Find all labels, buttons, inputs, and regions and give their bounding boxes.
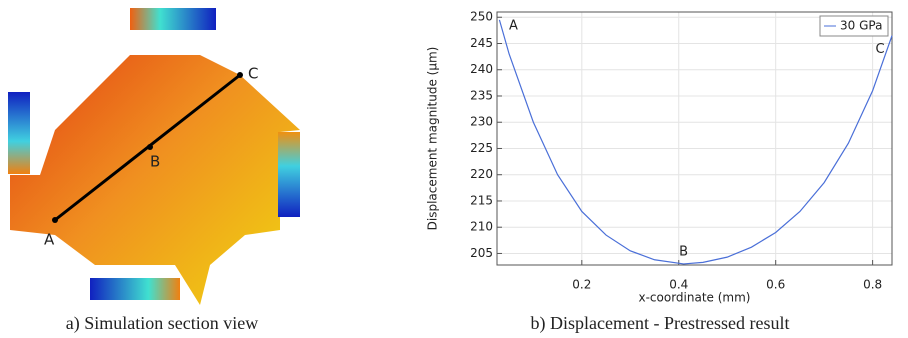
arm: [8, 92, 30, 174]
y-axis-label: Displacement magnitude (µm): [426, 47, 440, 231]
x-tick-label: 0.6: [766, 278, 785, 292]
y-tick-label: 215: [470, 193, 493, 207]
point-label: A: [44, 231, 55, 249]
y-tick-label: 250: [470, 10, 493, 24]
point-label: B: [150, 153, 160, 171]
point: [52, 217, 58, 223]
simulation-view: A B C: [8, 8, 300, 305]
x-tick-label: 0.2: [572, 278, 591, 292]
legend-label: 30 GPa: [840, 19, 882, 33]
arm: [90, 278, 180, 300]
y-tick-label: 225: [470, 141, 493, 155]
page: A B C a) Simulation section view b) Disp…: [0, 0, 908, 338]
caption: a) Simulation section view: [66, 313, 258, 334]
chart: 205 210 215 220 225 230 235 240 245 250 0.2 0.4 0.6 0…: [426, 10, 893, 305]
x-tick-label: 0.8: [863, 278, 882, 292]
x-axis-label: x-coordinate (mm): [639, 291, 751, 305]
point-label: C: [248, 65, 258, 83]
arm: [278, 132, 300, 217]
annotation: B: [679, 244, 688, 259]
caption: b) Displacement - Prestressed result: [531, 313, 790, 334]
point: [147, 144, 153, 150]
arm: [130, 8, 216, 30]
y-tick-label: 230: [470, 115, 493, 129]
y-tick-label: 205: [470, 246, 493, 260]
y-tick-label: 210: [470, 220, 493, 234]
point: [237, 72, 243, 78]
y-tick-label: 245: [470, 36, 493, 50]
annotation: C: [875, 42, 884, 57]
x-tick-label: 0.4: [669, 278, 688, 292]
y-tick-label: 235: [470, 88, 493, 102]
y-tick-label: 220: [470, 167, 493, 181]
annotation: A: [509, 18, 518, 33]
y-tick-label: 240: [470, 62, 493, 76]
figure: A B C a) Simulation section view b) Disp…: [0, 0, 908, 338]
